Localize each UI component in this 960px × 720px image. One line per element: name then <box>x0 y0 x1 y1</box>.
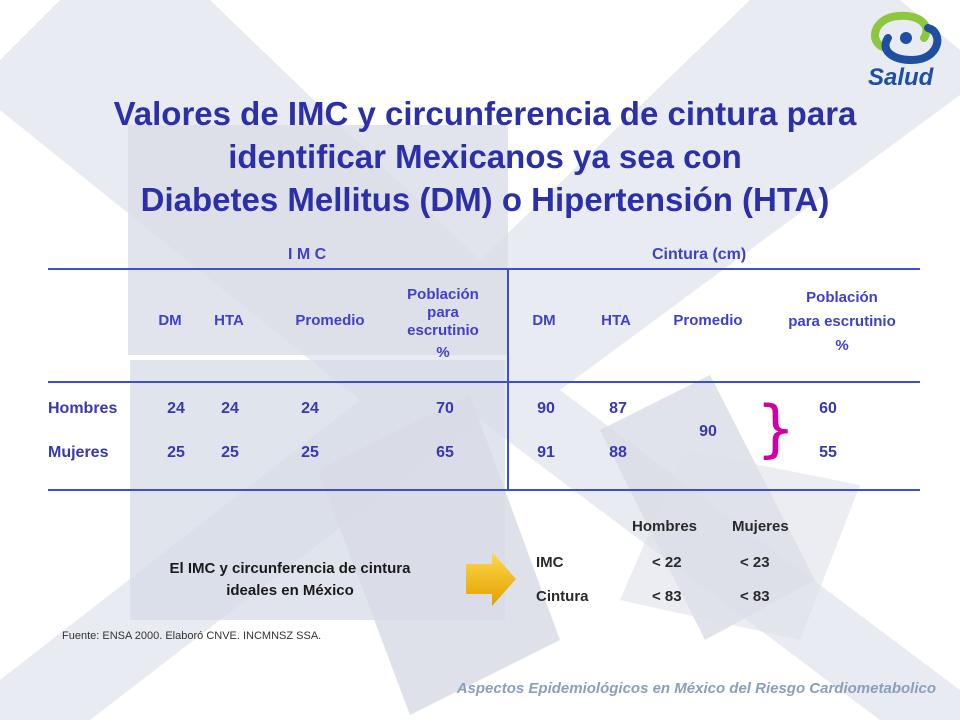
source-note: Fuente: ENSA 2000. Elaboró CNVE. INCMNSZ… <box>62 630 322 642</box>
cell-poblacion-imc: 70 <box>436 400 454 417</box>
table-top-rule <box>48 268 920 270</box>
ideal-cell-mujeres: < 23 <box>740 554 770 571</box>
cell-hta-cintura: 88 <box>609 444 627 461</box>
cell-poblacion-cintura: 55 <box>819 444 837 461</box>
ideal-cell-mujeres: < 83 <box>740 588 770 605</box>
cell-dm-cintura: 90 <box>537 400 555 417</box>
cell-poblacion-cintura: 60 <box>819 400 837 417</box>
group-header-imc: I M C <box>288 246 327 263</box>
title-line-2: identificar Mexicanos ya sea con <box>228 138 742 175</box>
footer-text: Aspectos Epidemiológicos en México del R… <box>456 680 936 697</box>
col-header-dm-imc: DM <box>158 312 182 329</box>
cell-promedio-imc: 25 <box>301 444 319 461</box>
poblacion-cintura-line-1: Población <box>806 289 878 306</box>
col-header-promedio-imc: Promedio <box>295 312 365 329</box>
brace-symbol: } <box>756 392 796 465</box>
group-header-cintura: Cintura (cm) <box>652 246 747 263</box>
ideal-header-mujeres: Mujeres <box>732 518 789 535</box>
table-header-rule <box>48 381 920 383</box>
cell-dm-imc: 24 <box>167 400 185 417</box>
cell-dm-imc: 25 <box>167 444 185 461</box>
col-header-promedio-cintura: Promedio <box>673 312 743 329</box>
row-label: Hombres <box>48 400 118 417</box>
cell-hta-cintura: 87 <box>609 400 627 417</box>
title-line-1: Valores de IMC y circunferencia de cintu… <box>113 95 857 132</box>
page-title: Valores de IMC y circunferencia de cintu… <box>20 92 950 221</box>
ideal-line-1: El IMC y circunferencia de cintura <box>169 560 411 577</box>
col-header-hta-imc: HTA <box>214 312 244 329</box>
col-header-poblacion-cintura: Población para escrutinio % <box>772 286 912 358</box>
table-divider <box>507 268 509 490</box>
cell-hta-imc: 24 <box>221 400 239 417</box>
ideal-row-label: IMC <box>536 554 564 571</box>
poblacion-cintura-line-2: para escrutinio <box>788 313 896 330</box>
ideal-row-label: Cintura <box>536 588 589 605</box>
cell-poblacion-imc: 65 <box>436 444 454 461</box>
poblacion-imc-line-3: escrutinio <box>407 322 479 339</box>
table-bottom-rule <box>48 489 920 491</box>
row-label: Mujeres <box>48 444 109 461</box>
cell-promedio-imc: 24 <box>301 400 319 417</box>
cell-promedio-cintura-merged: 90 <box>699 423 717 440</box>
col-header-dm-cintura: DM <box>532 312 556 329</box>
salud-logo: Salud <box>858 8 954 94</box>
poblacion-imc-line-4: % <box>436 344 450 361</box>
cell-hta-imc: 25 <box>221 444 239 461</box>
cell-dm-cintura: 91 <box>537 444 555 461</box>
col-header-hta-cintura: HTA <box>601 312 631 329</box>
ideal-description: El IMC y circunferencia de cintura ideal… <box>132 558 448 602</box>
ideal-line-2: ideales en México <box>226 582 354 599</box>
col-header-poblacion-imc: Población para escrutinio % <box>380 286 506 362</box>
ideal-cell-hombres: < 83 <box>652 588 682 605</box>
ideal-cell-hombres: < 22 <box>652 554 682 571</box>
ideal-header-hombres: Hombres <box>632 518 698 535</box>
salud-swirl-icon <box>871 11 942 65</box>
title-line-3: Diabetes Mellitus (DM) o Hipertensión (H… <box>140 181 830 218</box>
logo-text: Salud <box>868 64 934 91</box>
poblacion-imc-line-2: para <box>427 304 459 321</box>
poblacion-cintura-line-3: % <box>835 337 849 354</box>
arrow-right-icon <box>466 552 516 606</box>
poblacion-imc-line-1: Población <box>407 286 479 303</box>
